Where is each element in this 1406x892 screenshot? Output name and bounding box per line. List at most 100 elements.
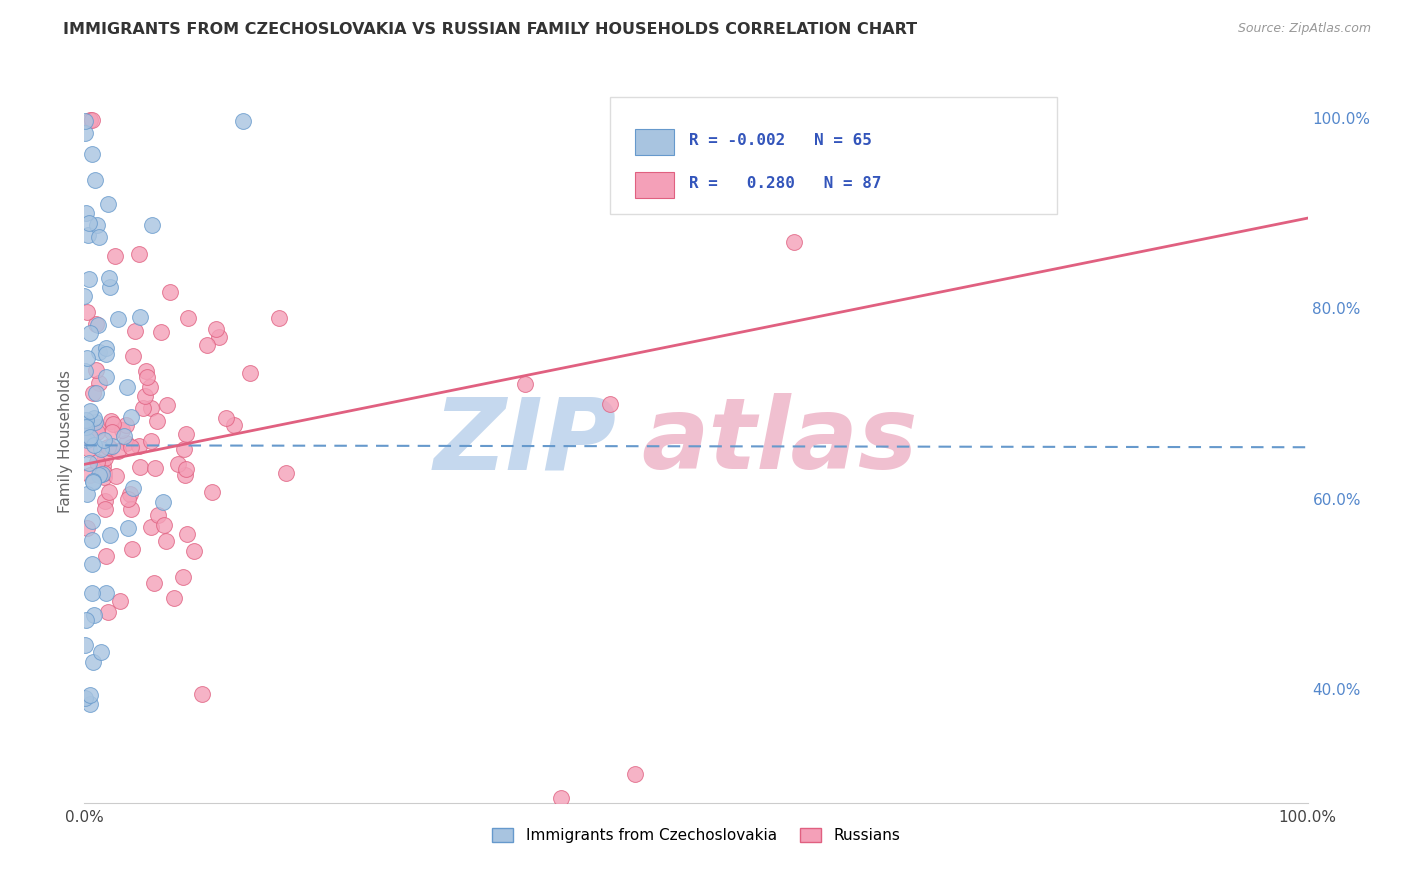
Point: [101, 440, 124, 454]
Point: [173, 467, 195, 482]
Point: [82, 533, 104, 547]
Point: [82, 474, 104, 488]
Point: [141, 434, 163, 449]
Point: [134, 389, 156, 403]
Point: [117, 492, 139, 507]
Point: [89, 230, 111, 244]
Point: [79, 698, 101, 712]
Point: [783, 235, 806, 249]
Point: [98, 280, 121, 294]
Point: [141, 218, 163, 232]
Point: [146, 508, 169, 523]
Point: [143, 461, 166, 475]
Point: [136, 369, 159, 384]
Point: [77, 442, 100, 456]
Point: [94, 493, 117, 508]
Point: [191, 687, 214, 701]
Point: [201, 485, 224, 500]
Point: [86, 455, 108, 469]
Point: [550, 791, 572, 805]
Point: [77, 227, 100, 242]
Point: [73, 288, 96, 302]
Point: [73, 364, 96, 378]
Point: [105, 469, 128, 483]
FancyBboxPatch shape: [636, 128, 673, 154]
Point: [167, 457, 190, 471]
Point: [513, 377, 536, 392]
Point: [75, 613, 97, 627]
Point: [87, 467, 110, 482]
Legend: Immigrants from Czechoslovakia, Russians: Immigrants from Czechoslovakia, Russians: [486, 822, 905, 849]
Point: [97, 440, 120, 454]
Text: R = -0.002   N = 65: R = -0.002 N = 65: [689, 133, 872, 148]
Point: [183, 544, 205, 558]
Point: [121, 541, 143, 556]
Point: [107, 444, 129, 458]
Text: Source: ZipAtlas.com: Source: ZipAtlas.com: [1237, 22, 1371, 36]
Point: [129, 310, 152, 324]
Point: [176, 527, 198, 541]
Point: [86, 425, 108, 439]
Point: [79, 688, 101, 702]
Point: [120, 502, 142, 516]
Point: [79, 271, 101, 285]
Point: [90, 645, 112, 659]
Point: [73, 417, 96, 431]
Point: [204, 322, 226, 336]
Point: [173, 442, 195, 457]
Point: [76, 428, 98, 442]
Point: [90, 442, 112, 457]
Point: [115, 436, 138, 450]
Point: [111, 423, 134, 437]
Point: [82, 655, 104, 669]
Point: [120, 410, 142, 425]
FancyBboxPatch shape: [636, 172, 673, 198]
Point: [121, 349, 143, 363]
Point: [624, 767, 647, 781]
Point: [86, 420, 108, 434]
Point: [84, 363, 107, 377]
Point: [75, 114, 97, 128]
Point: [222, 418, 245, 433]
Point: [100, 425, 122, 439]
Point: [146, 414, 169, 428]
Point: [73, 690, 96, 705]
Point: [84, 173, 107, 187]
Point: [117, 521, 139, 535]
Point: [80, 557, 103, 571]
Point: [91, 467, 114, 482]
Point: [172, 570, 194, 584]
Point: [77, 216, 100, 230]
Point: [94, 450, 117, 465]
Point: [83, 410, 105, 425]
Point: [135, 364, 157, 378]
Point: [232, 114, 254, 128]
Point: [139, 519, 162, 533]
Text: R =   0.280   N = 87: R = 0.280 N = 87: [689, 176, 882, 191]
Point: [97, 605, 120, 619]
Point: [156, 398, 179, 412]
Point: [149, 326, 172, 340]
Point: [75, 419, 97, 434]
Point: [174, 461, 197, 475]
Point: [128, 460, 150, 475]
Point: [79, 326, 101, 341]
Point: [152, 495, 174, 509]
Point: [128, 440, 150, 454]
Point: [94, 549, 117, 563]
Point: [274, 466, 297, 480]
Point: [159, 285, 181, 300]
Point: [73, 639, 96, 653]
Point: [91, 458, 114, 473]
Point: [599, 396, 621, 410]
Point: [82, 475, 104, 489]
Point: [75, 126, 97, 140]
Point: [121, 482, 143, 496]
Point: [76, 351, 98, 366]
Point: [94, 347, 117, 361]
Point: [100, 414, 122, 428]
Point: [82, 147, 104, 161]
Point: [94, 502, 117, 516]
Point: [76, 434, 98, 448]
Point: [104, 249, 127, 263]
